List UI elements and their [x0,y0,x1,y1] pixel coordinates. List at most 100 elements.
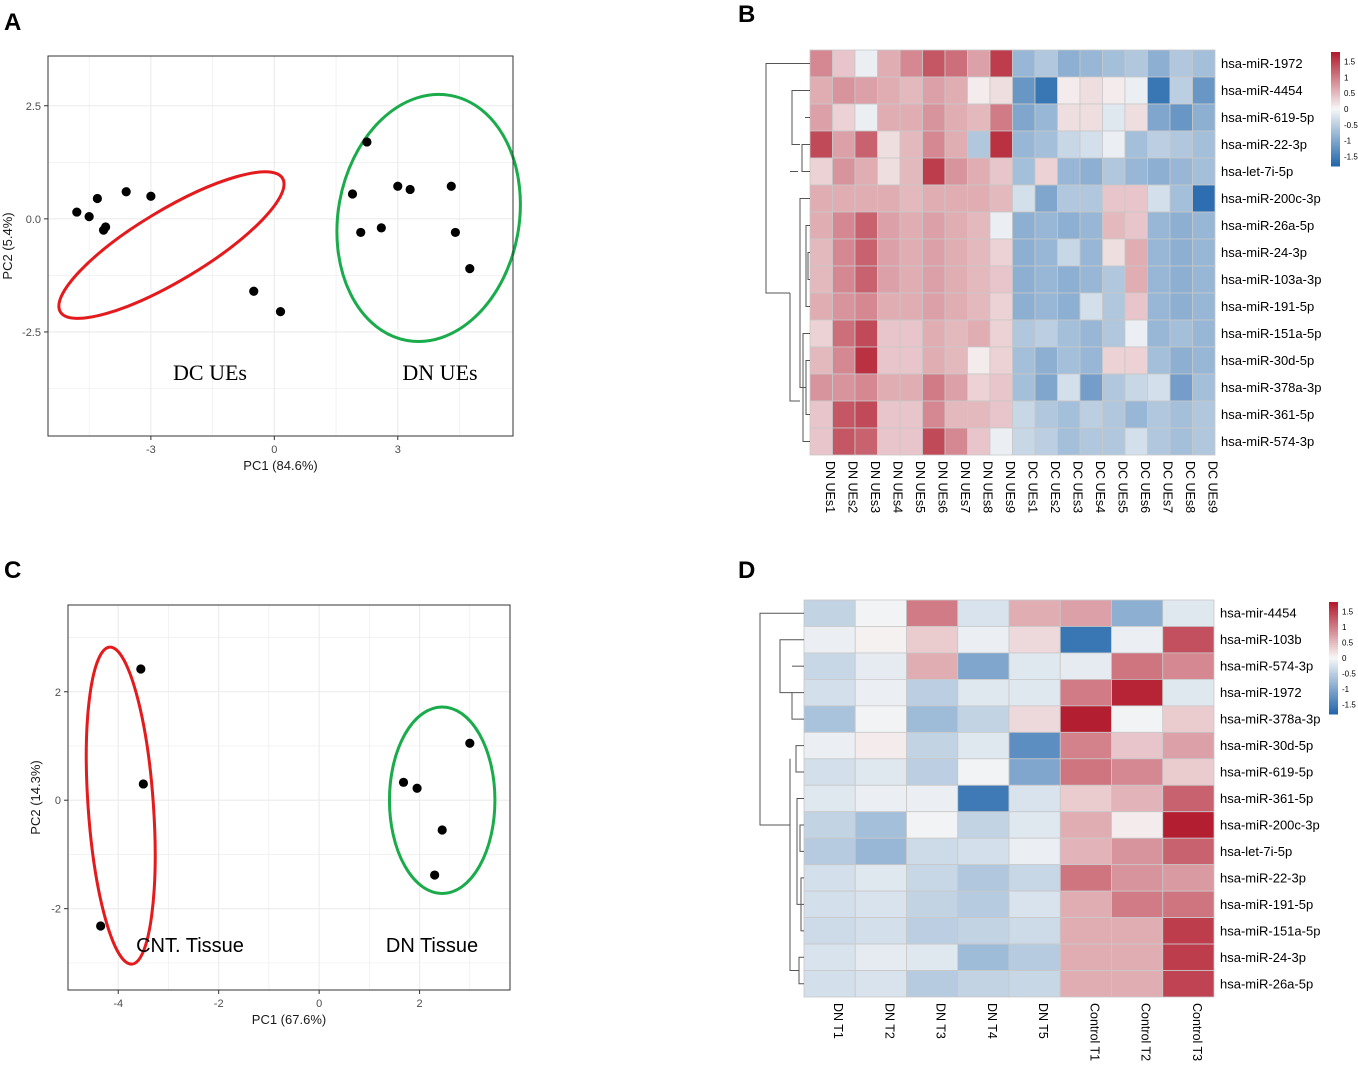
heatmap-cell [809,319,833,348]
data-point [362,137,372,147]
legend-gradient-step [1331,71,1340,74]
heatmap-cell [1012,265,1036,294]
heatmap-cell [877,211,901,240]
heatmap-cell [1079,265,1103,294]
heatmap-cell [803,652,856,680]
heatmap-cell [1124,49,1148,78]
heatmap-cell [854,130,878,159]
heatmap-cell [906,784,959,813]
row-label: hsa-miR-191-5p [1220,897,1313,912]
heatmap-cell [1059,652,1112,680]
x-axis-title: PC1 (84.6%) [243,458,317,473]
heatmap-cell [967,400,991,429]
heatmap-cell [1059,864,1112,892]
heatmap-cell [809,400,833,429]
heatmap-cell [1111,626,1164,654]
heatmap-b: hsa-miR-1972 hsa-miR-4454 hsa-miR-619-5p hs… [765,49,1358,513]
row-label: hsa-miR-4454 [1221,83,1303,98]
heatmap-cell [832,427,856,456]
legend-gradient-step [1331,93,1340,97]
heatmap-cell [1162,731,1215,760]
legend-gradient-step [1329,671,1338,674]
row-label: hsa-miR-191-5p [1221,299,1314,314]
heatmap-cell [1111,784,1164,813]
legend-gradient-step [1331,65,1340,68]
x-tick-label: -3 [146,444,156,456]
heatmap-cell [1169,49,1193,78]
column-label: DC UEs5 [1115,461,1129,513]
heatmap-cell [906,917,959,945]
legend-gradient-step [1331,133,1340,137]
heatmap-cell [877,373,901,402]
heatmap-cell [854,917,907,945]
heatmap-cell [809,76,833,105]
legend-gradient-step [1331,61,1340,64]
y-tick-label: 0 [55,795,61,807]
row-dendrogram [765,63,810,442]
heatmap-cell [1008,837,1061,866]
legend-gradient-step [1331,139,1340,142]
heatmap-cell [989,346,1013,375]
heatmap-cell [899,103,923,132]
heatmap-cell [1008,970,1061,998]
legend-gradient-step [1331,57,1340,61]
heatmap-cell [1034,427,1058,456]
heatmap-cell [1057,238,1081,267]
heatmap-cell [803,784,856,813]
heatmap-cell [989,76,1013,105]
heatmap-cell [877,427,901,456]
dendrogram-branch [800,877,804,932]
data-point [465,264,475,274]
column-label: Control T1 [1087,1003,1101,1061]
heatmap-cell [1008,705,1061,733]
heatmap-cell [957,784,1010,813]
heatmap-cell [906,864,959,892]
heatmap-cell [854,346,878,375]
heatmap-cell [1111,837,1164,866]
legend-gradient-step [1331,88,1340,91]
heatmap-cell [1162,626,1215,654]
heatmap-cell [832,49,856,78]
x-axis-title: PC1 (67.6%) [252,1012,326,1027]
legend-gradient-step [1331,160,1340,163]
legend-gradient-step [1329,603,1338,607]
legend-gradient-step [1329,646,1338,650]
dendrogram-branch [791,692,804,720]
group-label: DC UEs [173,360,247,385]
heatmap-cell [1162,917,1215,945]
legend-gradient-step [1329,607,1338,610]
data-point [405,184,415,195]
heatmap-cell [906,837,959,866]
heatmap-cell [1012,130,1036,159]
data-point [84,211,94,222]
row-label: hsa-miR-378a-3p [1220,712,1320,727]
legend-gradient-step [1331,158,1340,161]
heatmap-cell [1034,184,1058,213]
legend-gradient-step [1329,618,1338,622]
heatmap-cell [1059,970,1112,998]
legend-gradient-step [1331,124,1340,127]
heatmap-cell [906,811,959,839]
heatmap-cell [854,970,907,998]
dendrogram-branch [798,956,804,985]
legend-tick-label: 1.5 [1344,58,1356,67]
heatmap-cell [877,76,901,105]
legend-tick-label: 1.5 [1342,607,1354,616]
heatmap-cell [854,784,907,813]
heatmap-cell [1057,184,1081,213]
legend-gradient-step [1331,147,1340,150]
heatmap-cell [809,346,833,375]
color-legend: 1.5 1 0.5 0 -0.5 -1 -1.5 [1331,52,1358,167]
data-point [249,286,259,296]
heatmap-cell [957,731,1010,760]
legend-gradient-step [1331,150,1340,154]
legend-gradient-step [1329,613,1338,616]
heatmap-cell [1079,211,1103,240]
legend-gradient-step [1329,652,1338,655]
plot-background [68,605,510,990]
row-label: hsa-miR-378a-3p [1221,380,1321,395]
heatmap-cell [957,943,1010,971]
heatmap-cell [1057,211,1081,240]
column-label: Control T2 [1139,1003,1153,1061]
heatmap-cell [944,319,968,348]
